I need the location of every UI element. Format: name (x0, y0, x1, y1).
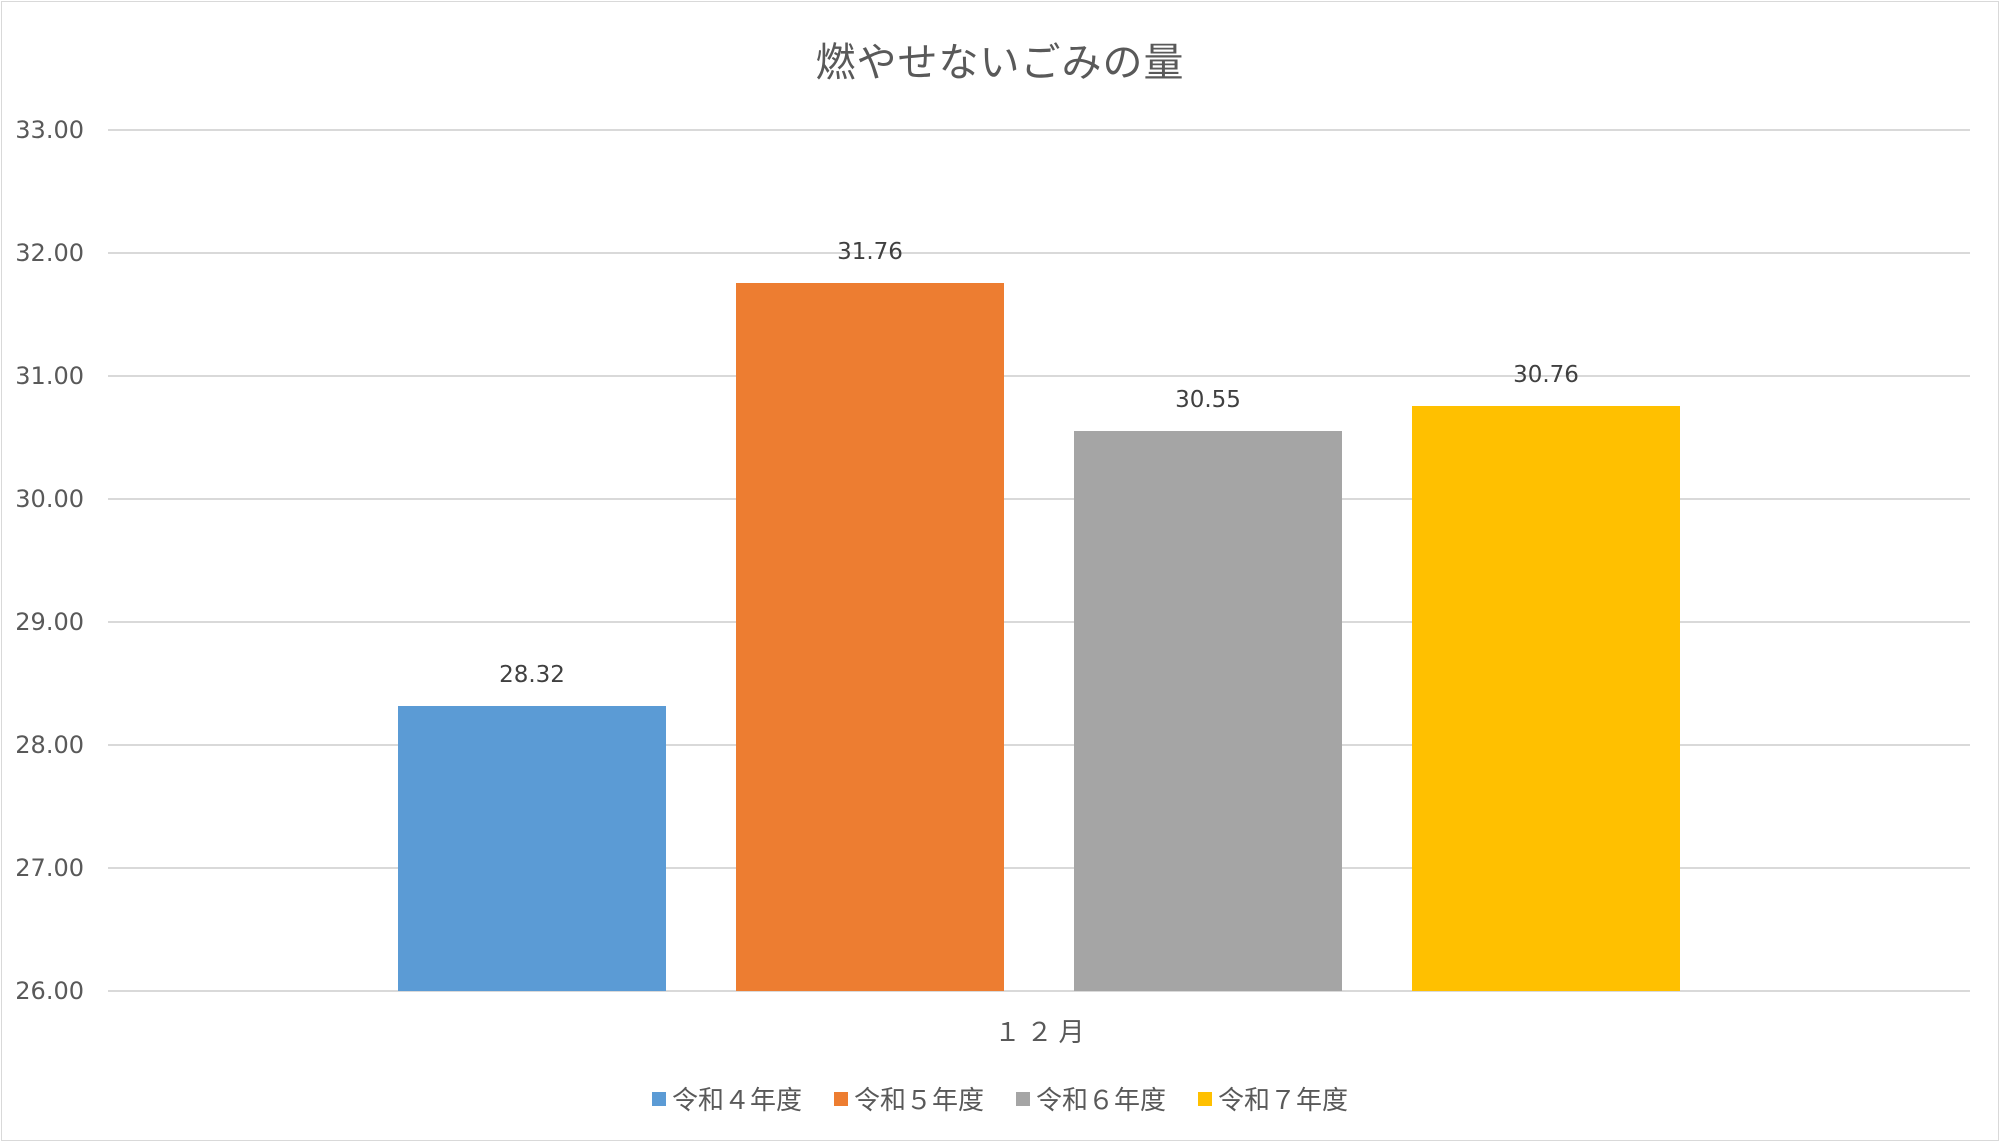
gridline (108, 129, 1970, 131)
bar-series-3 (1074, 431, 1342, 991)
legend-item-reiwa5: 令和５年度 (833, 1080, 984, 1117)
legend-label: 令和６年度 (1036, 1086, 1167, 1116)
gridline (108, 867, 1970, 869)
y-tick-label: 26.00 (15, 977, 84, 1005)
y-tick-label: 30.00 (15, 485, 84, 513)
y-tick-label: 33.00 (15, 116, 84, 144)
legend: 令和４年度 令和５年度 令和６年度 令和７年度 (0, 1080, 2000, 1117)
y-tick-label: 27.00 (15, 854, 84, 882)
legend-label: 令和４年度 (671, 1086, 802, 1116)
data-label: 30.76 (1513, 361, 1579, 388)
data-label: 28.32 (499, 661, 565, 688)
chart-title: 燃やせないごみの量 (815, 40, 1185, 86)
legend-label: 令和５年度 (853, 1086, 984, 1116)
y-tick-label: 29.00 (15, 608, 84, 636)
legend-swatch-icon (1016, 1091, 1030, 1106)
y-tick-label: 32.00 (15, 239, 84, 267)
legend-item-reiwa7: 令和７年度 (1198, 1080, 1348, 1117)
gridline (108, 252, 1970, 254)
data-label: 31.76 (837, 238, 903, 265)
legend-item-reiwa4: 令和４年度 (651, 1080, 802, 1117)
bar-series-4 (1412, 405, 1680, 991)
gridline (108, 744, 1970, 746)
gridline (108, 990, 1970, 992)
bar-series-2 (736, 282, 1004, 991)
gridline (108, 498, 1970, 500)
gridline (108, 375, 1970, 377)
y-tick-label: 31.00 (15, 362, 84, 390)
legend-item-reiwa6: 令和６年度 (1016, 1080, 1166, 1117)
legend-label: 令和７年度 (1218, 1086, 1349, 1116)
x-axis-category-label: １２月 (994, 1018, 1091, 1048)
y-tick-label: 28.00 (15, 731, 84, 759)
legend-swatch-icon (833, 1091, 848, 1106)
gridline (108, 621, 1970, 623)
data-label: 30.55 (1175, 387, 1241, 414)
legend-swatch-icon (651, 1091, 666, 1106)
legend-swatch-icon (1198, 1091, 1213, 1106)
bar-series-1 (398, 705, 666, 991)
